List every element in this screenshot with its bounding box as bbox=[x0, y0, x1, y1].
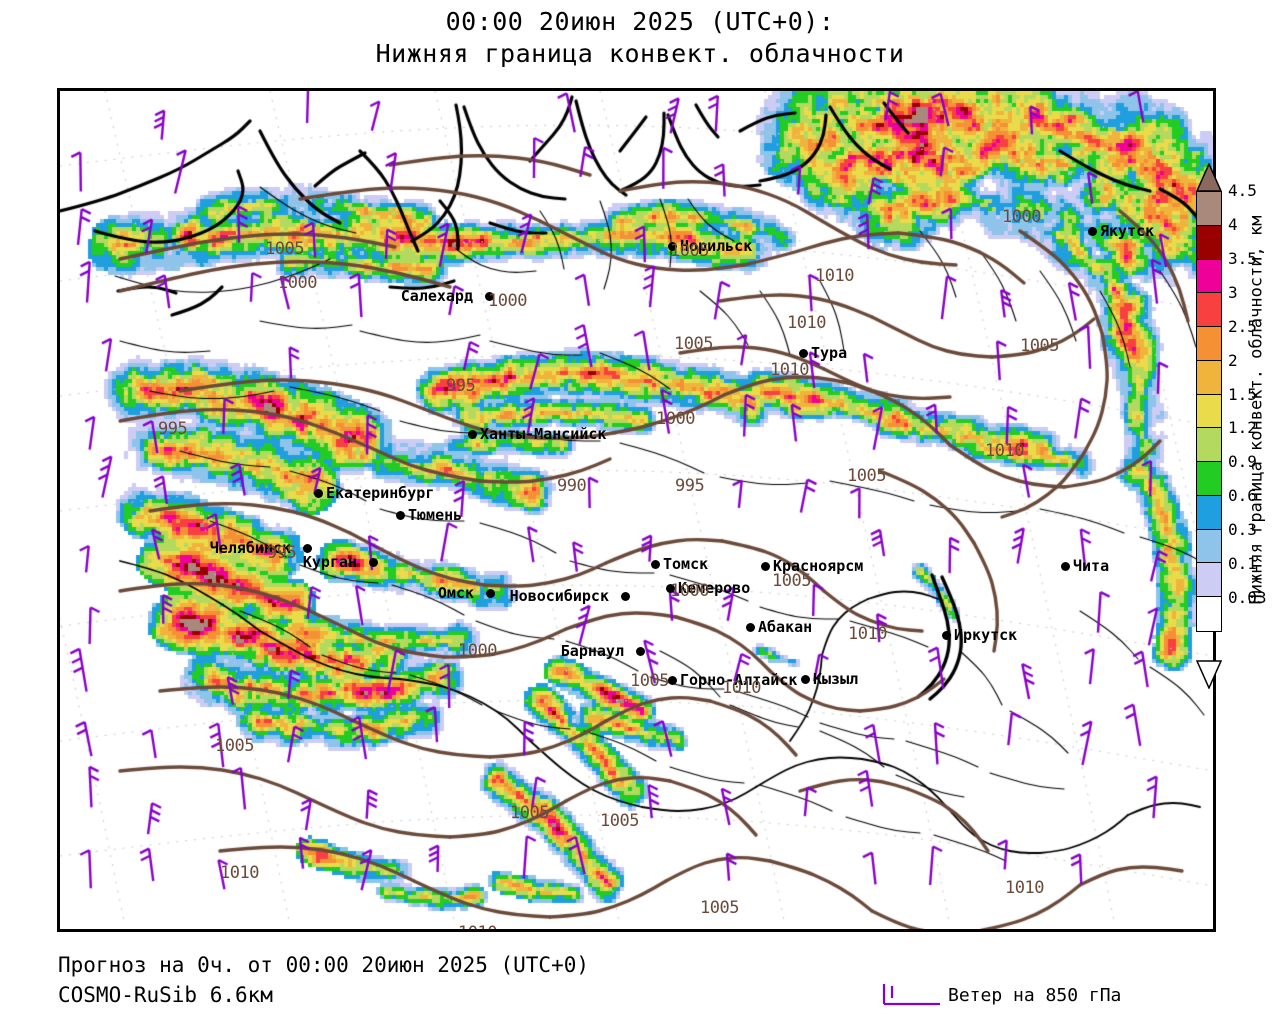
colorbar-band-3 bbox=[1197, 293, 1221, 328]
isobar-label: 1010 bbox=[458, 923, 497, 929]
isobar-label: 1010 bbox=[220, 863, 259, 883]
wind-legend-label: Ветер на 850 гПа bbox=[948, 984, 1122, 1006]
isobar-label: 1010 bbox=[770, 360, 809, 380]
colorbar-tick-0.03: 0.03 bbox=[1228, 588, 1267, 608]
isobar-label: 1000 bbox=[458, 641, 497, 661]
colorbar-tick-0.6: 0.6 bbox=[1228, 486, 1257, 506]
colorbar-tick-3: 3 bbox=[1228, 282, 1238, 302]
forecast-info: Прогноз на 0ч. от 00:00 20июн 2025 (UTC+… bbox=[58, 953, 590, 977]
isobar-label: 1005 bbox=[847, 466, 886, 486]
colorbar-axis-title-text: Нижняя граница конвект. облачности, км bbox=[1246, 215, 1266, 605]
isobar-label: 1010 bbox=[1005, 878, 1044, 898]
isobar-label: 1010 bbox=[985, 441, 1024, 461]
map-raster-layer bbox=[60, 91, 1213, 929]
model-info: COSMO-RuSib 6.6км bbox=[58, 983, 273, 1007]
isobar-label: 1010 bbox=[722, 678, 761, 698]
isobar-label: 1005 bbox=[1020, 336, 1059, 356]
colorbar-band-0.6 bbox=[1197, 495, 1221, 530]
colorbar-tick-2.5: 2.5 bbox=[1228, 316, 1257, 336]
isobar-label: 1005 bbox=[674, 334, 713, 354]
isobar-label: 1000 bbox=[278, 273, 317, 293]
colorbar-axis-title: Нижняя граница конвект. облачности, км bbox=[1243, 160, 1269, 660]
title-datetime: 00:00 20июн 2025 (UTC+0): bbox=[445, 7, 835, 36]
colorbar-band-1.5 bbox=[1197, 394, 1221, 429]
footer: Прогноз на 0ч. от 00:00 20июн 2025 (UTC+… bbox=[58, 950, 589, 1010]
isobar-label: 1000 bbox=[670, 581, 709, 601]
colorbar: 4.5 4 3.5 3 2.5 2 1.5 1.2 0.9 0.6 0.3 0.1 0.03 bbox=[1196, 163, 1267, 689]
isobar-label: 1010 bbox=[815, 266, 854, 286]
isobar-label: 995 bbox=[158, 419, 188, 439]
isobar-label: 1000 bbox=[1002, 207, 1041, 227]
isobar-label: 1005 bbox=[670, 241, 709, 261]
isobar-label: 995 bbox=[675, 476, 705, 496]
isobar-label: 1010 bbox=[848, 624, 887, 644]
wind-barb-icon bbox=[882, 984, 940, 1006]
isobar-label: 1000 bbox=[656, 409, 695, 429]
isobar-label: 1005 bbox=[600, 811, 639, 831]
isobar-label: 1005 bbox=[265, 239, 304, 259]
colorbar-band-0.03 bbox=[1197, 597, 1221, 631]
title-variable: Нижняя граница конвект. облачности bbox=[375, 39, 905, 68]
colorbar-band-3.5 bbox=[1197, 259, 1221, 294]
weather-map[interactable]: Якутск Норильск Салехард Тура Ханты-Мансийск… bbox=[57, 88, 1216, 932]
colorbar-tick-2: 2 bbox=[1228, 350, 1238, 370]
colorbar-tick-0.3: 0.3 bbox=[1228, 520, 1257, 540]
isobar-label: 1005 bbox=[772, 571, 811, 591]
colorbar-over-arrow bbox=[1196, 163, 1222, 192]
colorbar-band-0.1 bbox=[1197, 563, 1221, 598]
colorbar-band-1.2 bbox=[1197, 428, 1221, 463]
colorbar-band-4 bbox=[1197, 225, 1221, 260]
colorbar-band-0.3 bbox=[1197, 529, 1221, 564]
colorbar-tick-1.5: 1.5 bbox=[1228, 384, 1257, 404]
colorbar-tick-labels: 4.5 4 3.5 3 2.5 2 1.5 1.2 0.9 0.6 0.3 0.1 0.03 bbox=[1224, 183, 1280, 632]
isobar-label: 1005 bbox=[630, 671, 669, 691]
isobar-label: 1005 bbox=[215, 736, 254, 756]
isobar-label: 1005 bbox=[700, 898, 739, 918]
colorbar-tick-1.2: 1.2 bbox=[1228, 418, 1257, 438]
colorbar-tick-0.9: 0.9 bbox=[1228, 452, 1257, 472]
isobar-label: 990 bbox=[557, 476, 587, 496]
colorbar-tick-3.5: 3.5 bbox=[1228, 248, 1257, 268]
isobar-label: 1000 bbox=[488, 291, 527, 311]
colorbar-tick-4: 4 bbox=[1228, 214, 1238, 234]
colorbar-band-4.5 bbox=[1197, 192, 1221, 226]
isobar-label: 995 bbox=[267, 543, 297, 563]
colorbar-tick-0.1: 0.1 bbox=[1228, 554, 1257, 574]
isobar-label: 995 bbox=[446, 376, 476, 396]
colorbar-tick-4.5: 4.5 bbox=[1228, 181, 1257, 200]
isobar-label: 1005 bbox=[510, 803, 549, 823]
wind-legend: Ветер на 850 гПа bbox=[878, 978, 1121, 1012]
page-title: 00:00 20июн 2025 (UTC+0): Нижняя граница… bbox=[0, 6, 1280, 70]
colorbar-band-2 bbox=[1197, 360, 1221, 395]
colorbar-band-0.9 bbox=[1197, 462, 1221, 496]
colorbar-under-arrow bbox=[1196, 660, 1222, 689]
colorbar-band-2.5 bbox=[1197, 327, 1221, 361]
colorbar-bands bbox=[1196, 191, 1222, 632]
isobar-label: 1010 bbox=[787, 313, 826, 333]
